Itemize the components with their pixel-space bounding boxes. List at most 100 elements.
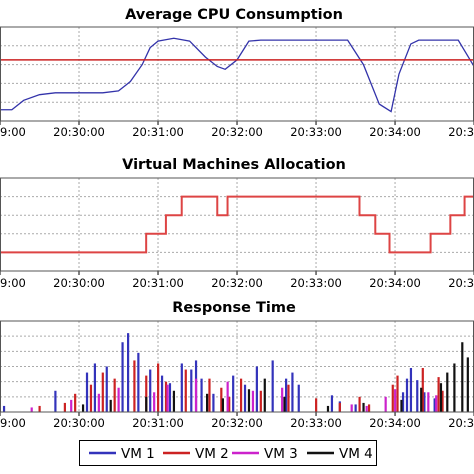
bar-vm-4 [81, 404, 85, 412]
bar-vm-1 [137, 352, 140, 412]
bar-vm-2 [239, 378, 243, 412]
bar-vm-3 [166, 384, 169, 412]
x-tick-label: 20:32:00 [211, 416, 263, 430]
bar-vm-3 [394, 389, 397, 412]
bar-vm-1 [54, 390, 57, 412]
bar-vm-2 [259, 390, 262, 412]
bar-vm-2 [38, 405, 41, 412]
x-tick-label: 20:30:00 [53, 276, 105, 290]
bar-vm-3 [350, 404, 353, 412]
bar-vm-2 [358, 396, 361, 412]
bar-vm-4 [172, 390, 176, 412]
bar-vm-1 [354, 404, 357, 412]
x-tick-label: 20:30:00 [53, 125, 105, 139]
bar-vm-1 [297, 384, 300, 412]
bar-vm-4 [420, 387, 423, 412]
x-tick-label: 20:30:00 [53, 416, 105, 430]
chart-panel-3: Response Time 20:29:00 20:30:00 20:31:00 20:… [0, 300, 474, 430]
bar-vm-1 [243, 384, 247, 412]
bar-vm-1 [285, 378, 288, 412]
bar-vm-4 [400, 399, 403, 412]
legend: VM 1 VM 2 VM 3 VM 4 [79, 440, 377, 466]
bar-vm-2 [157, 363, 160, 412]
bar-vm-4 [109, 399, 112, 412]
bar-vm-2 [287, 384, 290, 412]
bar-vm-1 [200, 378, 203, 412]
bar-vm-3 [97, 393, 100, 412]
chart-panel-1: Average CPU Consumption 20:29:00 20:30:00 2… [0, 7, 474, 139]
bar-vm-4 [439, 383, 443, 412]
legend-label: VM 2 [195, 446, 229, 462]
bar-vm-4 [453, 363, 456, 412]
bar-vm-3 [153, 392, 156, 412]
chart-title-1: Average CPU Consumption [125, 7, 343, 23]
bar-vm-4 [466, 357, 469, 412]
bar-vm-4 [326, 405, 330, 412]
bar-vm-2 [89, 384, 93, 412]
bar-vm-2 [421, 368, 424, 412]
x-tick-label: 20:31:00 [132, 416, 184, 430]
panel-plot-area-1 [0, 37, 474, 113]
bar-vm-1 [168, 383, 172, 412]
bar-vm-4 [283, 396, 286, 412]
bar-vm-2 [164, 381, 168, 412]
bar-vm-2 [391, 384, 394, 412]
bar-vm-2 [101, 372, 104, 412]
bar-vm-2 [63, 402, 66, 412]
bar-vm-2 [396, 375, 399, 412]
x-tick-label: 20:35:00 [448, 125, 474, 139]
bar-vm-3 [251, 390, 255, 412]
bar-vm-2 [133, 360, 136, 412]
series-line-1 [0, 195, 474, 254]
bar-vm-2 [74, 393, 77, 412]
bar-vm-2 [113, 378, 116, 412]
chart-title-3: Response Time [172, 300, 296, 316]
bar-vm-1 [232, 375, 235, 412]
bar-vm-1 [180, 363, 183, 412]
bar-vm-3 [226, 381, 229, 412]
panel-plot-area-2 [0, 195, 474, 254]
bar-vm-2 [228, 396, 231, 412]
chart-panel-2: Virtual Machines Allocation 20:29:00 20:30… [0, 157, 474, 290]
chart-title-2: Virtual Machines Allocation [122, 157, 346, 173]
bar-vm-4 [221, 398, 225, 412]
bar-vm-2 [220, 387, 223, 412]
bar-vm-2 [367, 404, 371, 412]
bar-vm-1 [149, 369, 152, 412]
x-tick-label: 20:34:00 [369, 276, 421, 290]
bar-vm-1 [212, 393, 215, 412]
bar-vm-1 [291, 372, 294, 412]
x-tick-label: 20:33:00 [290, 276, 342, 290]
bar-vm-1 [271, 360, 274, 412]
bar-vm-2 [338, 402, 341, 412]
bar-vm-3 [435, 395, 438, 412]
bar-vm-3 [384, 396, 387, 412]
bar-vm-1 [105, 366, 108, 412]
x-tick-label: 20:33:00 [290, 125, 342, 139]
x-tick-label: 20:35:00 [448, 416, 474, 430]
bar-vm-3 [194, 378, 198, 412]
bar-vm-4 [145, 396, 148, 412]
x-tick-label: 20:32:00 [211, 125, 263, 139]
bar-vm-3 [30, 407, 33, 412]
panel-frame-1 [0, 26, 474, 122]
bar-vm-1 [330, 395, 334, 412]
x-tick-label: 20:34:00 [369, 125, 421, 139]
x-tick-label: 20:32:00 [211, 276, 263, 290]
bar-vm-4 [362, 402, 365, 412]
bar-vm-1 [93, 363, 97, 412]
bar-vm-1 [190, 369, 193, 412]
bar-vm-3 [117, 387, 120, 412]
legend-label: VM 3 [264, 446, 298, 462]
bar-vm-1 [126, 333, 130, 412]
x-tick-label: 20:35:00 [448, 276, 474, 290]
bar-vm-4 [461, 342, 464, 412]
bar-vm-2 [315, 398, 318, 412]
bar-vm-4 [263, 378, 266, 412]
bar-vm-3 [427, 392, 430, 412]
bar-vm-1 [409, 368, 413, 412]
bar-vm-2 [441, 390, 444, 412]
bar-vm-1 [401, 392, 405, 412]
bar-vm-3 [70, 399, 73, 412]
